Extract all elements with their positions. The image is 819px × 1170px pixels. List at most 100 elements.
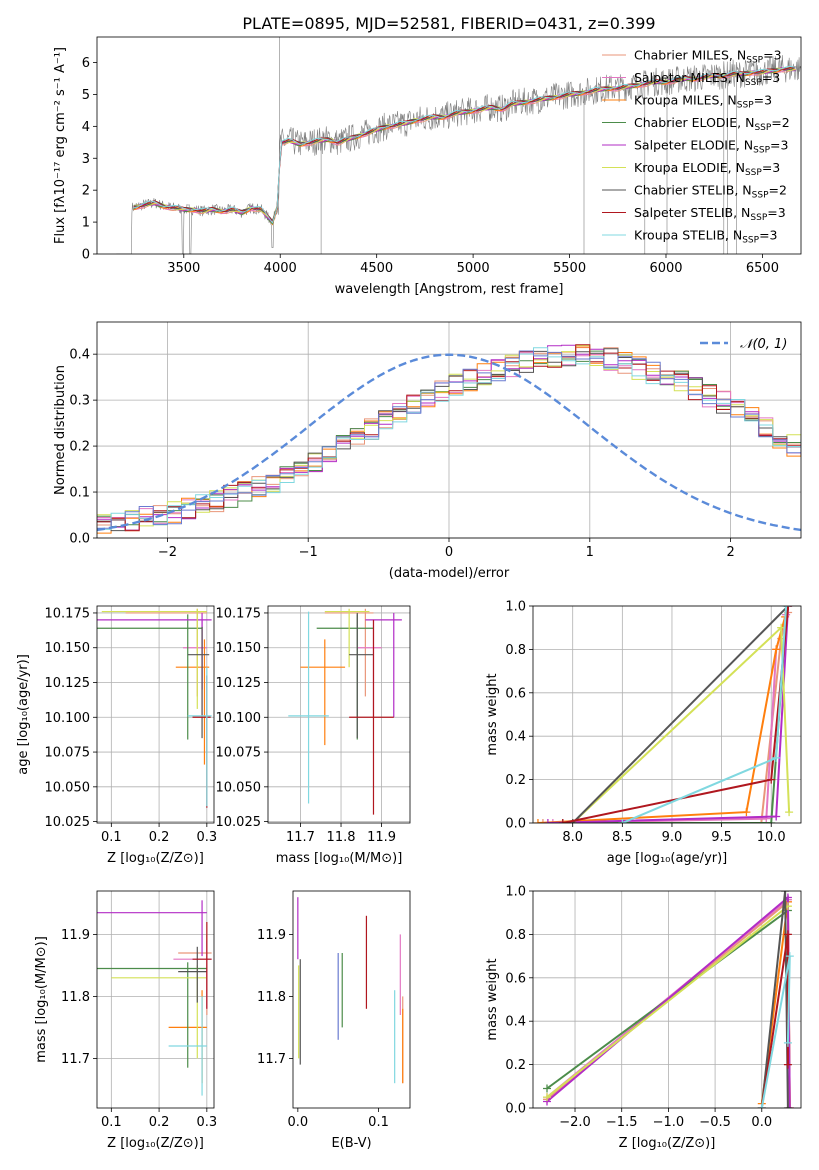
x-tick-label: 0.2: [149, 830, 170, 845]
y-tick-label: 0.0: [505, 817, 526, 832]
histogram-step: [97, 344, 801, 531]
series-line: [571, 606, 789, 823]
series-marker: [543, 1084, 552, 1093]
y-axis-label: mass weight: [485, 958, 500, 1040]
x-tick-label: 8.5: [612, 830, 633, 845]
series-marker: [772, 812, 781, 821]
y-tick-label: 6: [82, 56, 90, 71]
y-tick-label: 10.150: [45, 641, 91, 656]
series-marker: [757, 819, 766, 823]
series-marker: [533, 819, 542, 823]
x-tick-label: 5500: [553, 261, 586, 276]
series-marker: [772, 753, 781, 762]
x-tick-label: 0.1: [368, 1115, 389, 1130]
y-axis-label: mass weight: [485, 673, 500, 755]
series-marker: [742, 808, 751, 817]
y-tick-label: 0.2: [69, 440, 90, 455]
series-marker: [785, 808, 794, 817]
legend-label: Kroupa ELODIE, NSSP=3: [634, 160, 780, 178]
model-line: [133, 65, 796, 224]
series-line: [562, 606, 789, 823]
y-tick-label: 0.8: [505, 928, 526, 943]
series-marker: [543, 1093, 552, 1102]
y-axis-label: mass [log₁₀(M/M⊙)]: [34, 936, 49, 1063]
series-marker: [784, 606, 793, 610]
age_vs_mass-axes: 11.7 11.8 11.9 10.025 10.050 10.075 10.100 10.1…: [216, 606, 410, 866]
y-tick-label: 0.8: [505, 643, 526, 658]
age_vs_mass-frame: [267, 605, 411, 824]
x-axis-label: Z [log₁₀(Z/Z⊙)]: [107, 1136, 204, 1151]
series-marker: [781, 891, 790, 895]
mass_vs_ebv-axes: 0.0 0.1 11.7 11.8 11.9 E(B-V): [257, 897, 404, 1151]
massweight_vs_age-frame: [532, 605, 802, 824]
x-tick-label: −0.5: [699, 1115, 731, 1130]
series-marker: [782, 606, 791, 610]
series-line: [547, 606, 790, 823]
x-tick-label: 10.0: [757, 830, 786, 845]
y-tick-label: 1.0: [505, 885, 526, 900]
x-tick-label: −1: [299, 545, 318, 560]
legend-label: Salpeter MILES, NSSP=3: [634, 70, 780, 88]
y-tick-label: 10.125: [216, 676, 262, 691]
x-tick-label: −1.5: [606, 1115, 638, 1130]
histogram-step: [97, 345, 801, 527]
y-tick-label: 11.9: [61, 928, 90, 943]
y-tick-label: 10.050: [216, 780, 262, 795]
x-tick-label: −2.0: [559, 1115, 591, 1130]
series-marker: [783, 930, 792, 939]
y-tick-label: 0.6: [505, 686, 526, 701]
y-tick-label: 10.175: [45, 606, 91, 621]
figure-title: PLATE=0895, MJD=52581, FIBERID=0431, z=0…: [242, 14, 655, 33]
series-marker: [618, 819, 627, 823]
series-marker: [757, 1104, 766, 1108]
y-tick-label: 5: [82, 88, 90, 103]
x-tick-label: 0.0: [287, 1115, 308, 1130]
x-tick-label: 0: [445, 545, 453, 560]
mass_vs_Z-axes: 0.1 0.2 0.3 11.7 11.8 11.9 Z [log₁₀(Z/Z⊙)] mass…: [34, 891, 217, 1151]
legend-label: Chabrier MILES, NSSP=3: [634, 48, 782, 66]
x-tick-label: 11.7: [286, 830, 315, 845]
x-axis-label: (data-model)/error: [389, 566, 510, 581]
series-marker: [783, 1104, 792, 1108]
x-tick-label: 9.0: [662, 830, 683, 845]
histogram-step: [97, 350, 801, 529]
series-line: [546, 905, 789, 1098]
spectrum-axes: 3500 4000 4500 5000 5500 6000 6500 0 1 2 3 4 5 6 wavel…: [53, 37, 801, 297]
y-tick-label: 4: [82, 120, 90, 135]
legend-label: Salpeter STELIB, NSSP=3: [634, 205, 786, 223]
x-axis-label: wavelength [Angstrom, rest frame]: [335, 282, 564, 297]
x-tick-label: 5000: [457, 261, 490, 276]
series-marker: [785, 952, 794, 961]
y-tick-label: 11.9: [257, 928, 286, 943]
x-tick-label: 0.3: [196, 830, 217, 845]
age_vs_Z-frame: [96, 605, 215, 824]
series-marker: [767, 819, 776, 823]
massweight_vs_Z-axes: −2.0 −1.5 −1.0 −0.5 0.0 0.0 0.2 0.4 0.6 0.8 1.0 Z […: [485, 885, 801, 1151]
x-tick-label: 6500: [746, 261, 779, 276]
y-tick-label: 11.7: [257, 1052, 286, 1067]
series-marker: [785, 1104, 794, 1108]
x-axis-label: Z [log₁₀(Z/Z⊙)]: [107, 851, 204, 866]
y-tick-label: 10.175: [216, 606, 262, 621]
y-tick-label: 0.4: [69, 348, 90, 363]
x-tick-label: 0.0: [751, 1115, 772, 1130]
histogram-step: [97, 347, 801, 530]
series-line: [572, 625, 791, 823]
y-axis-label: Flux [fλ10⁻¹⁷ erg cm⁻² s⁻¹ A⁻¹]: [53, 47, 68, 244]
legend-label: Chabrier ELODIE, NSSP=2: [634, 115, 790, 133]
y-tick-label: 0.1: [69, 486, 90, 501]
mass_vs_Z-frame: [96, 890, 215, 1109]
y-tick-label: 1.0: [505, 600, 526, 615]
spectrum-frame: [96, 36, 802, 255]
y-tick-label: 10.150: [216, 641, 262, 656]
y-tick-label: 0: [82, 248, 90, 263]
x-tick-label: 11.9: [367, 830, 396, 845]
legend-label: Kroupa MILES, NSSP=3: [634, 93, 772, 111]
x-tick-label: 4000: [264, 261, 297, 276]
y-tick-label: 1: [82, 216, 90, 231]
y-tick-label: 3: [82, 152, 90, 167]
legend-label: Kroupa STELIB, NSSP=3: [634, 228, 778, 246]
y-tick-label: 0.2: [505, 773, 526, 788]
x-tick-label: −2: [158, 545, 177, 560]
age_vs_Z-axes: 0.1 0.2 0.3 10.025 10.050 10.075 10.100 10.125 1…: [16, 606, 217, 866]
